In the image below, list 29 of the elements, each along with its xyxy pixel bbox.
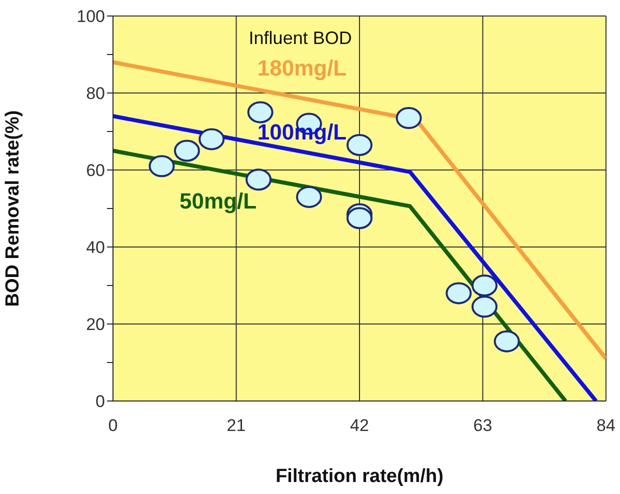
point [396, 107, 422, 130]
series-label: 100mg/L [257, 120, 347, 145]
annotation: Influent BOD [248, 28, 353, 49]
point [296, 186, 322, 208]
y-tick-label: 0 [96, 392, 105, 412]
point [472, 274, 498, 296]
x-tick-label: 42 [350, 416, 369, 436]
point [247, 101, 274, 124]
y-tick-label: 60 [86, 161, 105, 180]
point [174, 140, 200, 162]
point [472, 296, 498, 318]
x-tick-label: 21 [226, 416, 246, 436]
point [198, 128, 225, 150]
point [494, 330, 520, 352]
y-axis-title: BOD Removal rate(%) [2, 110, 24, 307]
point [246, 168, 272, 191]
y-tick-label: 100 [76, 7, 105, 26]
point [148, 155, 175, 178]
x-tick-label: 63 [473, 416, 492, 436]
point [446, 282, 472, 304]
x-axis-title: Filtration rate(m/h) [276, 466, 444, 487]
y-tick-label: 80 [86, 84, 105, 104]
y-tick-label: 20 [86, 315, 105, 334]
x-tick-label: 0 [108, 416, 118, 436]
x-tick-label: 84 [596, 416, 616, 436]
point [346, 207, 372, 230]
point [346, 134, 372, 156]
series-label: 180mg/L [257, 56, 347, 81]
y-tick-label: 40 [86, 238, 105, 258]
